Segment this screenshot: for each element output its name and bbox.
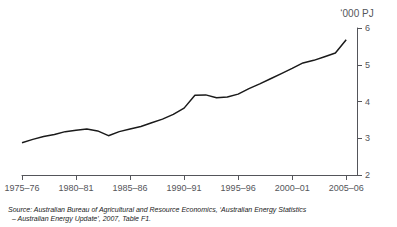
svg-text:2005–06: 2005–06 <box>329 183 364 193</box>
svg-text:4: 4 <box>365 97 370 107</box>
svg-text:2: 2 <box>365 170 370 180</box>
svg-text:1980–81: 1980–81 <box>59 183 94 193</box>
svg-text:Source: Australian Bureau of A: Source: Australian Bureau of Agricultura… <box>8 206 307 214</box>
svg-text:1990–91: 1990–91 <box>167 183 202 193</box>
svg-text:1995–96: 1995–96 <box>221 183 256 193</box>
svg-text:6: 6 <box>365 23 370 33</box>
svg-text:1985–86: 1985–86 <box>113 183 148 193</box>
svg-text:‘000 PJ: ‘000 PJ <box>340 8 373 19</box>
svg-text:2000–01: 2000–01 <box>275 183 310 193</box>
svg-text:3: 3 <box>365 133 370 143</box>
svg-text:1975–76: 1975–76 <box>4 183 39 193</box>
svg-text:5: 5 <box>365 60 370 70</box>
svg-text:– Australian Energy Update’, 2: – Australian Energy Update’, 2007, Table… <box>8 215 151 223</box>
